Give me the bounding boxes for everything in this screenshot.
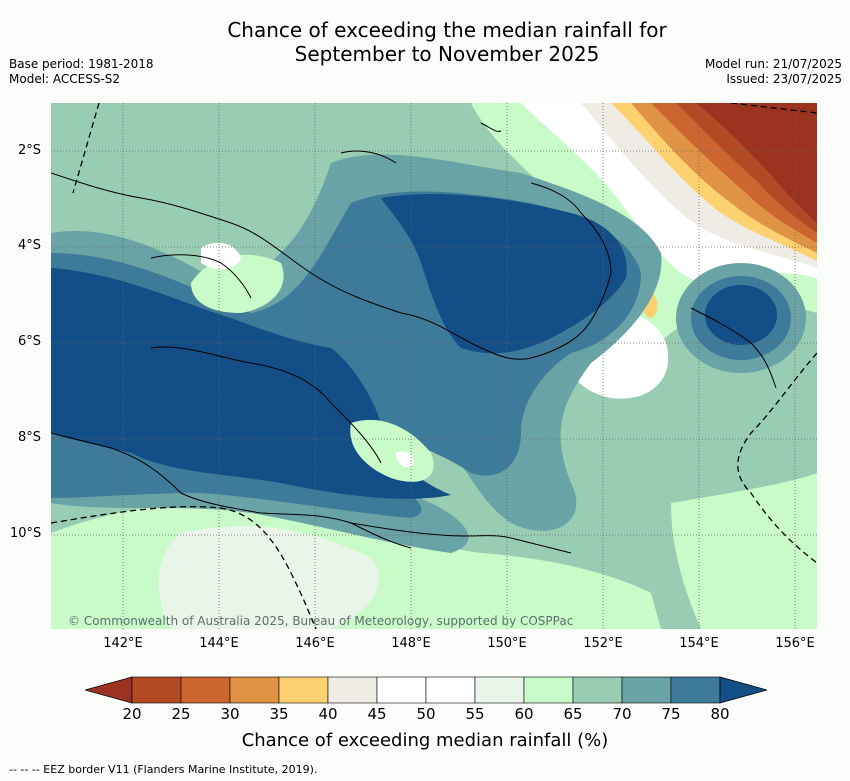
colorbar-cell: [670, 676, 721, 704]
lon-label-142e: 142°E: [103, 636, 143, 651]
lon-label-156e: 156°E: [775, 636, 815, 651]
model-run: Model run: 21/07/2025: [704, 57, 842, 71]
colorbar-tick-label: 65: [563, 705, 583, 723]
colorbar-tick-label: 45: [367, 705, 387, 723]
map-title: Chance of exceeding the median rainfall …: [0, 18, 850, 66]
colorbar-tick-label: 75: [661, 705, 681, 723]
colorbar-tick-label: 60: [514, 705, 534, 723]
eez-borders: [51, 103, 817, 629]
rainfall-map: [51, 103, 817, 629]
colorbar-tick-label: 50: [416, 705, 436, 723]
colorbar-tick-label: 35: [269, 705, 289, 723]
title-line-1: Chance of exceeding the median rainfall …: [227, 18, 667, 42]
model-name: Model: ACCESS-S2: [9, 72, 121, 86]
base-period: Base period: 1981-2018: [9, 57, 154, 71]
lat-label-4s: 4°S: [18, 238, 42, 253]
colorbar-tick-label: 20: [122, 705, 142, 723]
colorbar-arrow-high: [719, 676, 767, 704]
lon-label-152e: 152°E: [583, 636, 623, 651]
lon-label-150e: 150°E: [487, 636, 527, 651]
copyright-notice: © Commonwealth of Australia 2025, Bureau…: [68, 614, 574, 628]
lat-label-2s: 2°S: [18, 143, 42, 158]
colorbar-cell: [523, 676, 574, 704]
meta-right: Model run: 21/07/2025 Issued: 23/07/2025: [705, 57, 842, 87]
issued-date: Issued: 23/07/2025: [726, 72, 842, 86]
lon-label-146e: 146°E: [295, 636, 335, 651]
white-region-south: [158, 526, 379, 629]
colorbar-tick-label: 70: [612, 705, 632, 723]
colorbar-tick-label: 55: [465, 705, 485, 723]
meta-left: Base period: 1981-2018 Model: ACCESS-S2: [9, 57, 154, 87]
colorbar-label: Chance of exceeding median rainfall (%): [241, 730, 609, 751]
deep-blue-mainland: [51, 268, 451, 499]
colorbar-cell: [621, 676, 672, 704]
dark-red-region: [696, 103, 817, 223]
lon-label-144e: 144°E: [199, 636, 239, 651]
colorbar: [85, 676, 767, 704]
colorbar-tick-label: 40: [318, 705, 338, 723]
colorbar-tick-label: 80: [710, 705, 730, 723]
title-line-2: September to November 2025: [294, 42, 600, 66]
colorbar-cell: [278, 676, 329, 704]
eez-footer-note: -- -- -- EEZ border V11 (Flanders Marine…: [9, 763, 318, 776]
coastlines: [51, 122, 777, 554]
white-spot-papuan: [396, 451, 414, 467]
deep-blue-north: [381, 193, 627, 354]
colorbar-cell: [180, 676, 231, 704]
colorbar-arrow-low: [85, 676, 133, 704]
colorbar-cell: [376, 676, 427, 704]
bullseye-inner: [705, 285, 777, 345]
lat-label-6s: 6°S: [18, 334, 42, 349]
lon-label-148e: 148°E: [391, 636, 431, 651]
colorbar-cell: [131, 676, 182, 704]
lat-label-10s: 10°S: [10, 526, 42, 541]
map-area: [51, 103, 817, 629]
colorbar-cell: [572, 676, 623, 704]
green-pocket-papuan: [350, 419, 434, 482]
lat-label-8s: 8°S: [18, 430, 42, 445]
colorbar-cell: [327, 676, 378, 704]
colorbar-cell: [474, 676, 525, 704]
colorbar-tick-label: 25: [171, 705, 191, 723]
white-pocket-west: [201, 242, 241, 270]
graticule: [51, 103, 817, 629]
colorbar-cell: [229, 676, 280, 704]
green-pocket-west: [191, 254, 284, 313]
colorbar-cell: [425, 676, 476, 704]
light-green-southeast: [671, 473, 817, 629]
lon-label-154e: 154°E: [679, 636, 719, 651]
colorbar-tick-label: 30: [220, 705, 240, 723]
